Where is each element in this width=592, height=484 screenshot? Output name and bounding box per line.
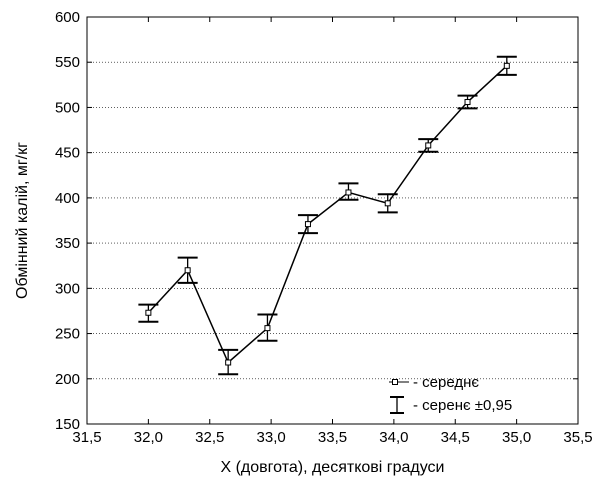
data-point <box>384 200 391 207</box>
x-tick-label: 34,5 <box>441 429 470 446</box>
data-point <box>264 325 271 332</box>
legend-mean-marker <box>392 379 398 385</box>
data-point <box>225 359 232 366</box>
axis-ticks: 31,5 32,0 32,5 33,0 33,5 34,0 34,5 35,0 35,5 150 2… <box>55 9 592 446</box>
x-tick-label: 32,0 <box>134 429 163 446</box>
grid-lines <box>87 61 578 380</box>
x-tick-label: 34,0 <box>379 429 408 446</box>
data-point <box>145 309 152 316</box>
y-tick-label: 600 <box>55 9 80 26</box>
y-tick-label: 350 <box>55 235 80 252</box>
x-axis-label: X (довгота), десяткові градуси <box>220 459 444 476</box>
legend-error-bar-label: - серенє ±0,95 <box>413 397 512 414</box>
legend-error-bar-symbol <box>390 396 404 414</box>
data-point <box>184 267 191 274</box>
data-point <box>503 62 510 69</box>
data-point <box>345 189 352 196</box>
y-tick-label: 400 <box>55 190 80 207</box>
x-tick-label: 35,0 <box>502 429 531 446</box>
y-tick-label: 300 <box>55 280 80 297</box>
data-point <box>464 99 471 106</box>
y-tick-label: 550 <box>55 54 80 71</box>
legend: - середнє - серенє ±0,95 <box>389 374 512 414</box>
x-tick-label: 33,5 <box>318 429 347 446</box>
y-tick-label: 250 <box>55 326 80 343</box>
x-tick-label: 33,0 <box>257 429 286 446</box>
data-point <box>304 221 311 228</box>
y-tick-label: 150 <box>55 416 80 433</box>
data-point <box>425 142 432 149</box>
x-tick-label: 31,5 <box>72 429 101 446</box>
y-tick-label: 500 <box>55 99 80 116</box>
y-tick-label: 200 <box>55 371 80 388</box>
x-tick-label: 32,5 <box>195 429 224 446</box>
error-bars <box>138 55 517 376</box>
data-points <box>145 62 510 366</box>
series-polyline <box>147 65 508 364</box>
y-axis-label: Обмінний калій, мг/кг <box>14 142 31 299</box>
series-line <box>147 65 508 364</box>
x-tick-label: 35,5 <box>563 429 592 446</box>
plot-frame <box>86 16 579 425</box>
y-tick-label: 450 <box>55 145 80 162</box>
legend-mean-label: - середнє <box>413 374 479 391</box>
